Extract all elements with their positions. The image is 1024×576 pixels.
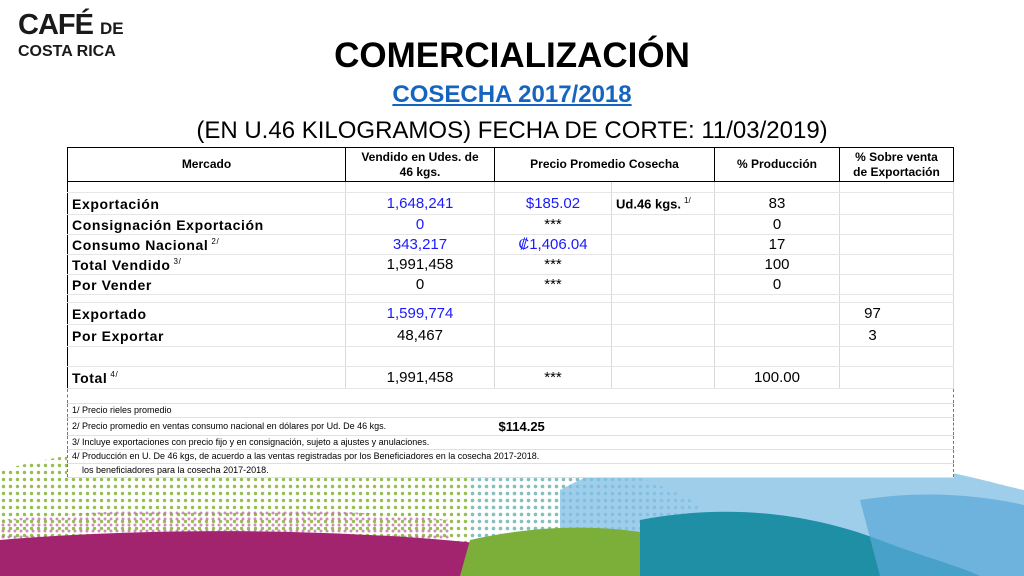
- vendido-exportado: 1,599,774: [345, 302, 495, 325]
- unit-exportacion: Ud.46 kgs. 1/: [611, 192, 715, 215]
- footnote-2-value: $114.25: [494, 417, 612, 436]
- table-row: Total Vendido 3/ 1,991,458 *** 100: [67, 254, 954, 275]
- table-header-row: Mercado Vendido en Udes. de 46 kgs. Preci…: [67, 147, 954, 182]
- spacer-row: [67, 389, 954, 404]
- header-produccion: % Producción: [714, 147, 840, 182]
- sobre-exportado: 97: [839, 302, 954, 325]
- logo-line2: COSTA RICA: [18, 43, 116, 60]
- produccion-consignacion: 0: [714, 214, 840, 235]
- vendido-total: 1,991,458: [345, 366, 495, 389]
- header-mercado: Mercado: [67, 147, 346, 182]
- footnote-row: los beneficiadores para la cosecha 2017-…: [67, 463, 954, 478]
- table-row: Exportado 1,599,774 97: [67, 302, 954, 325]
- produccion-consumo: 17: [714, 234, 840, 255]
- precio-total-vendido: ***: [494, 254, 612, 275]
- table-row: Por Exportar 48,467 3: [67, 324, 954, 347]
- vendido-consignacion: 0: [345, 214, 495, 235]
- precio-por-vender: ***: [494, 274, 612, 295]
- footnote-3: 3/ Incluye exportaciones con precio fijo…: [67, 435, 954, 450]
- precio-consignacion: ***: [494, 214, 612, 235]
- table-row: Consumo Nacional 2/ 343,217 ₡1,406.04 17: [67, 234, 954, 255]
- footnote-1: 1/ Precio rieles promedio: [67, 403, 954, 418]
- row-label-consumo: Consumo Nacional 2/: [67, 234, 346, 255]
- page-title: COMERCIALIZACIÓN: [334, 36, 690, 75]
- spacer-row: [67, 181, 954, 193]
- header-precio: Precio Promedio Cosecha: [494, 147, 715, 182]
- commercialization-table: Mercado Vendido en Udes. de 46 kgs. Preci…: [67, 147, 954, 389]
- vendido-consumo: 343,217: [345, 234, 495, 255]
- vendido-exportacion: 1,648,241: [345, 192, 495, 215]
- sobre-por-exportar: 3: [839, 324, 954, 347]
- table-row: Por Vender 0 *** 0: [67, 274, 954, 295]
- spacer-row: [67, 346, 954, 367]
- logo-line1: CAFÉ: [18, 9, 94, 41]
- precio-consumo: ₡1,406.04: [494, 234, 612, 255]
- cafe-de-costa-rica-logo: CAFÉ DE COSTA RICA: [18, 9, 124, 60]
- blue-hill-right: [860, 494, 1024, 576]
- table-row: Total 4/ 1,991,458 *** 100.00: [67, 366, 954, 389]
- footnote-2: 2/ Precio promedio en ventas consumo nac…: [67, 417, 495, 436]
- logo-line1-suffix: DE: [100, 19, 124, 38]
- row-label-total-vendido: Total Vendido 3/: [67, 254, 346, 275]
- commercialization-table-wrapper: Mercado Vendido en Udes. de 46 kgs. Preci…: [67, 147, 954, 478]
- row-label-consignacion: Consignación Exportación: [67, 214, 346, 235]
- produccion-por-vender: 0: [714, 274, 840, 295]
- vendido-total-vendido: 1,991,458: [345, 254, 495, 275]
- footnotes-table: 1/ Precio rieles promedio 2/ Precio prom…: [67, 389, 954, 478]
- footnote-row: 4/ Producción en U. De 46 kgs, de acuerd…: [67, 449, 954, 464]
- row-label-exportacion: Exportación: [67, 192, 346, 215]
- footnote-4: 4/ Producción en U. De 46 kgs, de acuerd…: [67, 449, 954, 464]
- footnote-row: 3/ Incluye exportaciones con precio fijo…: [67, 435, 954, 450]
- vendido-por-vender: 0: [345, 274, 495, 295]
- vendido-por-exportar: 48,467: [345, 324, 495, 347]
- footnote-4b: los beneficiadores para la cosecha 2017-…: [67, 463, 954, 478]
- footnote-row: 1/ Precio rieles promedio: [67, 403, 954, 418]
- table-row: Exportación 1,648,241 $185.02 Ud.46 kgs.…: [67, 192, 954, 215]
- produccion-total: 100.00: [714, 366, 840, 389]
- produccion-total-vendido: 100: [714, 254, 840, 275]
- page-subtitle: COSECHA 2017/2018: [392, 81, 632, 108]
- page-caption: (EN U.46 KILOGRAMOS) FECHA DE CORTE: 11/…: [196, 117, 828, 144]
- table-row: Consignación Exportación 0 *** 0: [67, 214, 954, 235]
- produccion-exportacion: 83: [714, 192, 840, 215]
- row-label-por-vender: Por Vender: [67, 274, 346, 295]
- precio-exportacion: $185.02: [494, 192, 612, 215]
- precio-total: ***: [494, 366, 612, 389]
- row-label-por-exportar: Por Exportar: [67, 324, 346, 347]
- spacer-row: [67, 294, 954, 303]
- row-label-total: Total 4/: [67, 366, 346, 389]
- magenta-hill: [0, 531, 540, 576]
- header-sobre-venta: % Sobre venta de Exportación: [839, 147, 954, 182]
- footnote-row: 2/ Precio promedio en ventas consumo nac…: [67, 417, 954, 436]
- header-vendido: Vendido en Udes. de 46 kgs.: [345, 147, 495, 182]
- row-label-exportado: Exportado: [67, 302, 346, 325]
